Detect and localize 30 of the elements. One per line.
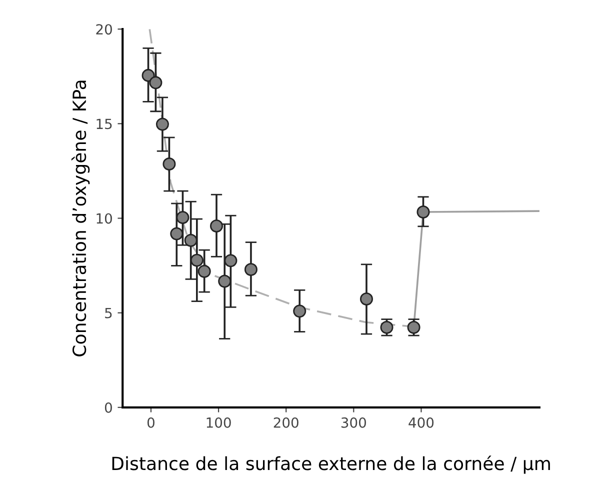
point — [162, 157, 176, 170]
x-axis-title: Distance de la surface externe de la cornée / µm — [112, 456, 550, 474]
point — [190, 254, 204, 267]
point — [184, 234, 198, 247]
y-axis-title: Concentration d’oxygène / KPa — [71, 80, 90, 356]
point — [149, 76, 162, 90]
point — [218, 274, 232, 288]
point — [380, 320, 394, 334]
x-tick-label: 400 — [408, 417, 434, 428]
point — [244, 263, 258, 276]
point — [170, 227, 184, 240]
point — [407, 320, 420, 334]
point — [416, 206, 430, 219]
y-tick-label: 0 — [104, 402, 112, 413]
point — [210, 220, 224, 233]
x-tick-label: 100 — [206, 417, 231, 428]
y-tick-label: 5 — [105, 308, 112, 318]
point — [224, 254, 238, 268]
point — [198, 264, 211, 278]
point — [156, 118, 169, 131]
x-tick-label: 200 — [274, 417, 298, 428]
y-tick-label: 10 — [96, 213, 112, 224]
x-tick-label: 0 — [147, 417, 154, 428]
point — [142, 68, 155, 82]
point — [360, 292, 373, 306]
point — [293, 304, 306, 318]
y-tick-label: 20 — [96, 24, 112, 35]
point — [176, 210, 190, 224]
x-tick-label: 300 — [341, 417, 366, 428]
y-tick-label: 15 — [96, 118, 112, 130]
